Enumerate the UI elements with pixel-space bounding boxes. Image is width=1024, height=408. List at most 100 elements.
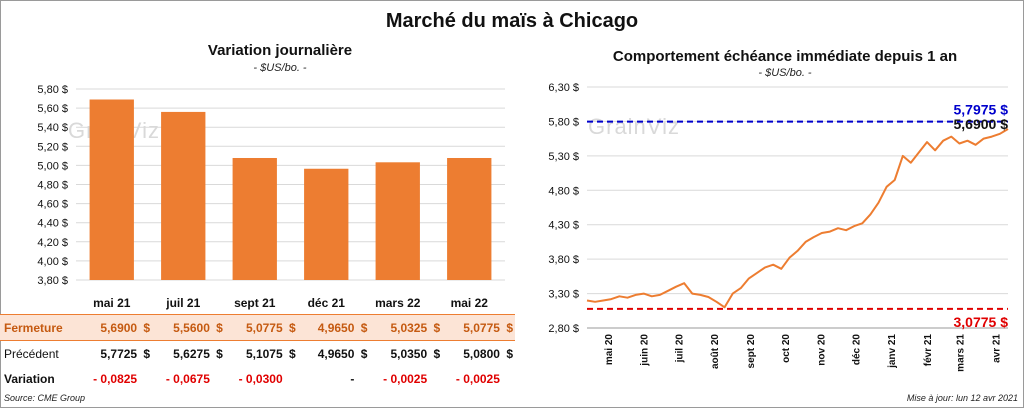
y-tick-label: 5,80 $ [548, 116, 579, 128]
bar [447, 157, 492, 280]
price-line [586, 128, 1009, 309]
last-label: 5,6900 $ [954, 116, 1009, 132]
table-cell: 5,0350 [390, 346, 428, 361]
currency: $ [288, 346, 296, 361]
right-chart-subtitle: - $US/bo. - [758, 67, 812, 79]
y-tick-label: 3,80 $ [548, 254, 579, 266]
x-tick: déc 20 [851, 334, 862, 366]
x-tick-label: sept 20 [746, 334, 757, 369]
y-tick-label: 3,30 $ [548, 289, 579, 301]
update-note: Mise à jour: lun 12 avr 2021 [906, 393, 1018, 403]
x-tick-label: sept 21 [234, 296, 276, 310]
left-chart-subtitle: - $US/bo. - [253, 62, 307, 74]
bar [375, 162, 420, 280]
line-chart: 2,80 $ 3,30 $ 3,80 $ 4,30 $ 4,80 $ 5,30 $ 5,80… [548, 82, 1009, 372]
x-tick-label: mai 22 [451, 296, 489, 310]
y-tick-label: 4,00 $ [37, 256, 68, 268]
high-label: 5,7975 $ [954, 102, 1009, 118]
y-tick-label: 5,60 $ [37, 103, 68, 115]
right-watermark: GrainViz [588, 114, 680, 139]
bar [232, 157, 277, 280]
currency: $ [360, 346, 368, 361]
bar [89, 99, 134, 280]
y-tick-label: 5,00 $ [37, 160, 68, 172]
x-tick-label: avr 21 [991, 334, 1002, 363]
x-tick: août 20 [710, 334, 721, 369]
table-cell: - 0,0025 [383, 371, 428, 386]
table-cell: - 0,0300 [238, 371, 283, 386]
table-cell: 5,7725 [100, 346, 138, 361]
table-cell: 5,5600 [173, 320, 210, 335]
x-tick-label: oct 20 [781, 334, 792, 363]
y-tick-label: 4,80 $ [37, 180, 68, 192]
x-tick-label: mai 21 [93, 296, 131, 310]
table-row-variation: Variation - 0,0825 - 0,0675 - 0,0300 - -… [0, 366, 515, 391]
y-tick-label: 6,30 $ [548, 82, 579, 94]
y-tick-label: 4,20 $ [37, 237, 68, 249]
table-cell: - [350, 371, 355, 386]
table-cell: 5,0775 [463, 320, 500, 335]
currency: $ [433, 320, 441, 335]
x-tick: avr 21 [991, 334, 1002, 363]
x-tick: mai 20 [604, 334, 615, 366]
x-tick-label: juil 20 [674, 334, 685, 364]
x-tick-label: juin 20 [640, 334, 651, 367]
currency: $ [433, 346, 441, 361]
table-cell: - 0,0025 [455, 371, 500, 386]
table-cell: 5,0325 [390, 320, 428, 335]
y-tick-label: 5,20 $ [37, 141, 68, 153]
currency: $ [216, 320, 223, 335]
currency: $ [216, 346, 223, 361]
right-chart-title: Comportement échéance immédiate depuis 1… [612, 48, 958, 65]
x-tick: juin 20 [640, 334, 651, 367]
x-tick: nov 20 [817, 334, 828, 366]
x-tick-label: déc 21 [308, 296, 346, 310]
y-tick-label: 4,40 $ [37, 218, 68, 230]
table-cell: 5,0775 [245, 320, 283, 335]
table-cell: - 0,0675 [165, 371, 210, 386]
y-tick-label: 4,60 $ [37, 199, 68, 211]
y-tick-label: 5,40 $ [37, 122, 68, 134]
y-tick-label: 5,80 $ [37, 84, 68, 96]
main-title: Marché du maïs à Chicago [385, 10, 639, 32]
x-tick: oct 20 [781, 334, 792, 363]
y-tick-label: 5,30 $ [548, 151, 579, 163]
y-tick-label: 3,80 $ [37, 275, 68, 287]
y-tick-label: 4,80 $ [548, 185, 579, 197]
price-table: Fermeture 5,6900 $ 5,5600 $ 5,0775 $ 4,9650… [0, 314, 515, 391]
row-label: Variation [4, 371, 55, 386]
currency: $ [506, 320, 513, 335]
x-tick-label: déc 20 [851, 334, 862, 366]
currency: $ [143, 346, 151, 361]
x-tick-label: juil 21 [165, 296, 200, 310]
bar [161, 111, 206, 280]
x-tick: mars 21 [955, 334, 966, 372]
row-label: Précédent [4, 346, 59, 361]
currency: $ [506, 346, 513, 361]
bar-chart: 3,80 $ 4,00 $ 4,20 $ 4,40 $ 4,60 $ 4,80 $ 5,00… [37, 84, 505, 310]
left-chart-title: Variation journalière [207, 42, 353, 59]
x-tick-label: août 20 [710, 334, 721, 369]
table-cell: - 0,0825 [93, 371, 138, 386]
x-tick-label: nov 20 [817, 334, 828, 366]
x-tick: janv 21 [887, 334, 898, 369]
currency: $ [288, 320, 296, 335]
table-cell: 4,9650 [317, 320, 355, 335]
x-tick-label: mai 20 [604, 334, 615, 366]
x-tick-label: mars 21 [955, 334, 966, 372]
bar [304, 168, 349, 280]
table-cell: 5,6275 [173, 346, 210, 361]
x-tick: juil 20 [674, 334, 685, 364]
table-cell: 5,6900 [100, 320, 138, 335]
y-tick-label: 2,80 $ [548, 323, 579, 335]
table-cell: 4,9650 [317, 346, 355, 361]
x-tick: févr 21 [923, 334, 934, 367]
row-label: Fermeture [4, 320, 63, 335]
x-tick: sept 20 [746, 334, 757, 369]
y-tick-label: 4,30 $ [548, 220, 579, 232]
source-note: Source: CME Group [4, 393, 86, 403]
table-row-close: Fermeture 5,6900 $ 5,5600 $ 5,0775 $ 4,9650… [0, 314, 515, 341]
currency: $ [360, 320, 368, 335]
x-tick-label: mars 22 [375, 296, 421, 310]
low-label: 3,0775 $ [954, 314, 1009, 330]
